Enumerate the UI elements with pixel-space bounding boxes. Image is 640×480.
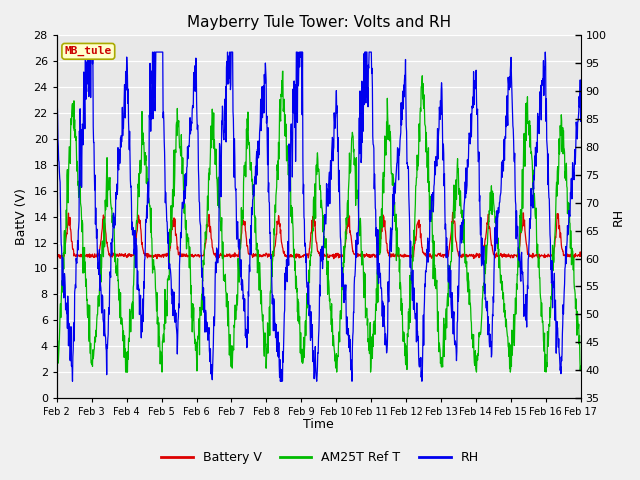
- Title: Mayberry Tule Tower: Volts and RH: Mayberry Tule Tower: Volts and RH: [187, 15, 451, 30]
- Y-axis label: RH: RH: [612, 207, 625, 226]
- Y-axis label: BattV (V): BattV (V): [15, 188, 28, 245]
- Text: MB_tule: MB_tule: [65, 46, 112, 57]
- X-axis label: Time: Time: [303, 419, 334, 432]
- Legend: Battery V, AM25T Ref T, RH: Battery V, AM25T Ref T, RH: [156, 446, 484, 469]
